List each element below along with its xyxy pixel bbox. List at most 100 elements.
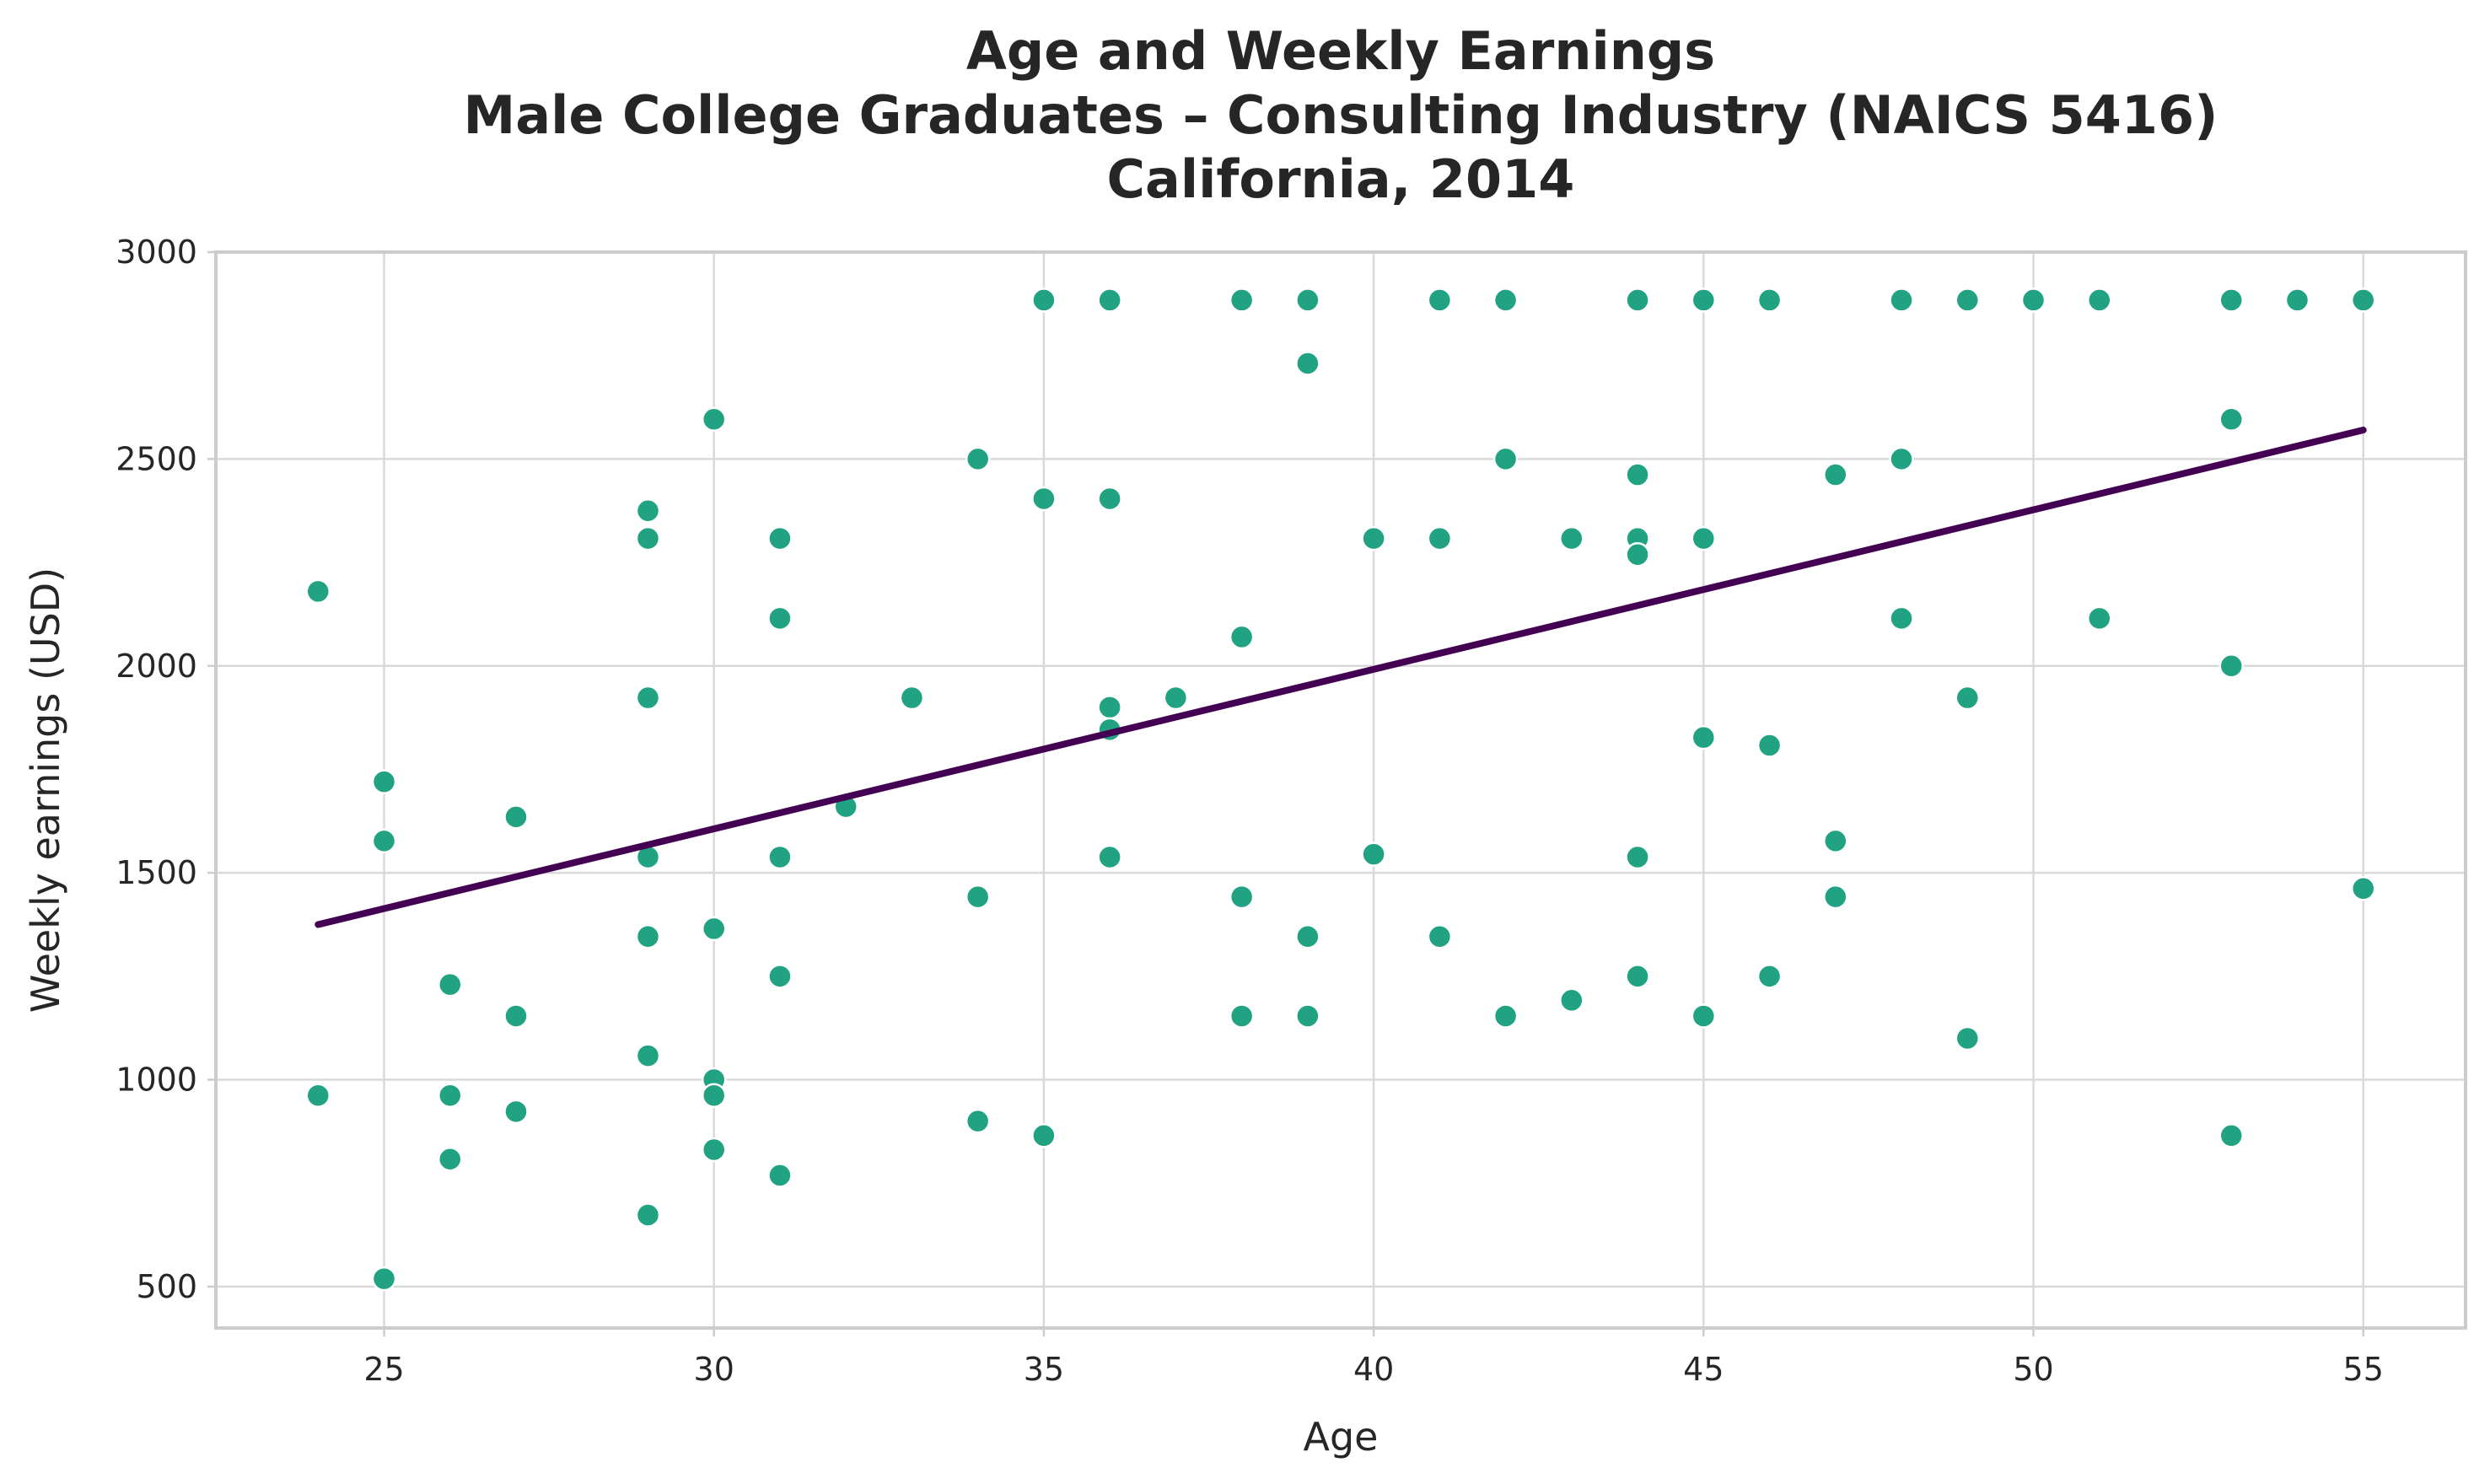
data-point xyxy=(1756,733,1783,758)
data-point xyxy=(2218,1123,2244,1148)
data-point xyxy=(1031,288,1057,313)
data-point xyxy=(1691,288,1717,313)
data-point xyxy=(1163,685,1189,711)
y-tick-label: 1500 xyxy=(116,854,197,891)
data-point xyxy=(1889,446,1914,472)
data-point xyxy=(371,1266,397,1292)
data-point xyxy=(1295,351,1320,376)
data-point xyxy=(1955,1025,1981,1051)
chart-title-line-3: California, 2014 xyxy=(1107,148,1575,210)
data-point xyxy=(2350,288,2376,313)
data-point xyxy=(503,1099,529,1125)
data-point xyxy=(1823,884,1848,910)
data-point xyxy=(1031,1123,1057,1148)
trend-line-group xyxy=(315,427,2367,928)
y-axis-label: Weekly earnings (USD) xyxy=(23,567,68,1013)
data-point xyxy=(2218,406,2244,433)
data-point xyxy=(1625,462,1650,487)
data-point xyxy=(1625,542,1650,567)
data-point xyxy=(1559,525,1584,551)
data-point xyxy=(635,1043,661,1068)
x-tick-label: 50 xyxy=(2013,1351,2053,1388)
data-point xyxy=(1492,288,1519,313)
data-point xyxy=(701,1083,727,1108)
axis-ticks: 25 30 35 40 45 50 55 500 1000 1500 2000 2500 3000 xyxy=(116,234,2384,1388)
data-point xyxy=(1097,486,1122,512)
data-point xyxy=(1823,828,1848,854)
y-tick-label: 500 xyxy=(136,1268,197,1305)
data-point xyxy=(767,1163,793,1188)
data-points xyxy=(305,288,2376,1292)
data-point xyxy=(1625,844,1650,870)
data-point xyxy=(1295,1003,1320,1029)
data-point xyxy=(1031,486,1057,512)
x-axis-label: Age xyxy=(1304,1414,1379,1460)
data-point xyxy=(1427,525,1453,551)
data-point xyxy=(701,916,727,942)
data-point xyxy=(2218,653,2244,679)
data-point xyxy=(305,1083,331,1108)
data-point xyxy=(2087,288,2112,313)
data-point xyxy=(503,804,529,830)
data-point xyxy=(1229,288,1255,313)
y-tick-label: 3000 xyxy=(116,234,197,271)
data-point xyxy=(701,406,727,433)
x-tick-label: 30 xyxy=(694,1351,734,1388)
data-point xyxy=(965,884,991,910)
data-point xyxy=(1691,724,1717,750)
data-point xyxy=(635,497,661,524)
y-tick-label: 2000 xyxy=(116,648,197,685)
data-point xyxy=(1097,288,1122,313)
data-point xyxy=(965,446,991,472)
data-point xyxy=(1889,605,1914,632)
y-tick-label: 1000 xyxy=(116,1062,197,1099)
x-tick-label: 25 xyxy=(363,1351,404,1388)
data-point xyxy=(635,685,661,711)
data-point xyxy=(1229,884,1255,910)
grid-lines xyxy=(216,250,2466,1328)
data-point xyxy=(635,1202,661,1228)
data-point xyxy=(2350,876,2376,901)
data-point xyxy=(767,525,793,551)
data-point xyxy=(1756,964,1783,989)
chart-title-line-1: Age and Weekly Earnings xyxy=(966,20,1715,82)
data-point xyxy=(635,525,661,551)
data-point xyxy=(1625,964,1650,989)
data-point xyxy=(1756,288,1783,313)
data-point xyxy=(1559,987,1584,1014)
data-point xyxy=(503,1003,529,1029)
data-point xyxy=(1295,923,1320,949)
data-point xyxy=(371,828,397,854)
data-point xyxy=(635,923,661,949)
x-tick-label: 35 xyxy=(1024,1351,1064,1388)
data-point xyxy=(1955,288,1981,313)
data-point xyxy=(1691,525,1717,551)
y-tick-label: 2500 xyxy=(116,440,197,477)
data-point xyxy=(438,1083,463,1108)
data-point xyxy=(1361,841,1386,867)
x-tick-label: 45 xyxy=(1683,1351,1724,1388)
data-point xyxy=(767,605,793,632)
data-point xyxy=(1492,1003,1519,1029)
data-point xyxy=(767,964,793,989)
data-point xyxy=(965,1108,991,1134)
data-point xyxy=(2020,288,2046,313)
data-point xyxy=(2218,288,2244,313)
data-point xyxy=(899,685,925,711)
data-point xyxy=(1691,1003,1717,1029)
data-point xyxy=(2284,288,2310,313)
data-point xyxy=(1097,844,1122,870)
data-point xyxy=(438,971,463,997)
data-point xyxy=(305,578,331,605)
chart-title: Age and Weekly Earnings Male College Gra… xyxy=(464,20,2218,210)
data-point xyxy=(1427,288,1453,313)
data-point xyxy=(1889,288,1914,313)
x-tick-label: 55 xyxy=(2343,1351,2384,1388)
trend-line xyxy=(315,427,2367,928)
data-point xyxy=(1229,1003,1255,1029)
data-point xyxy=(1625,288,1650,313)
data-point xyxy=(1427,923,1453,949)
data-point xyxy=(1823,462,1848,487)
data-point xyxy=(1361,525,1386,551)
